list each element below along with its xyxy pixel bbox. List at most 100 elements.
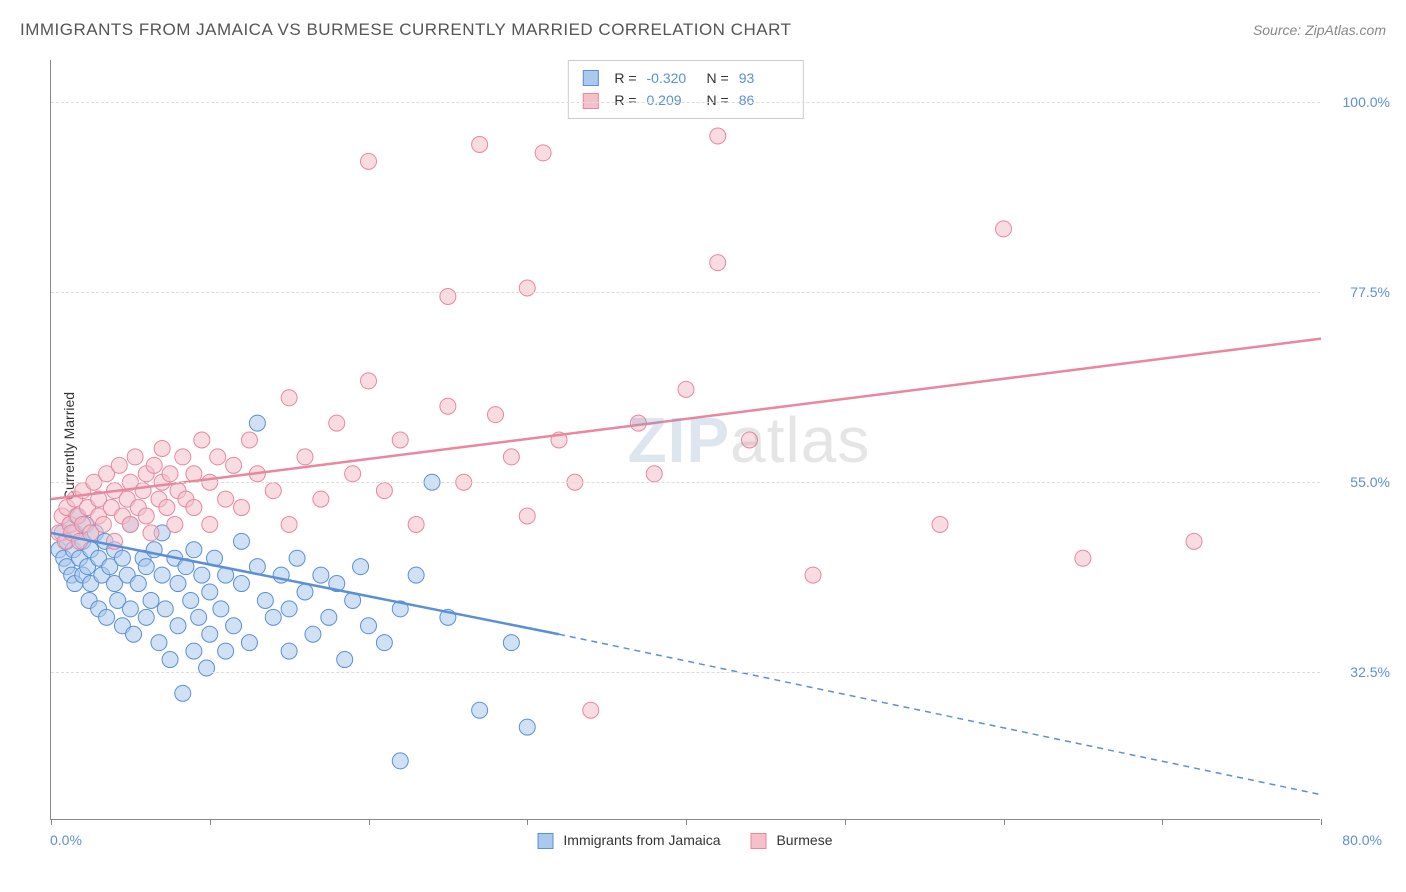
x-axis-row: 0.0% Immigrants from Jamaica Burmese 80.… bbox=[50, 832, 1320, 852]
scatter-point bbox=[297, 584, 313, 600]
scatter-point bbox=[408, 567, 424, 583]
scatter-point bbox=[111, 457, 127, 473]
scatter-point bbox=[194, 432, 210, 448]
scatter-point bbox=[114, 550, 130, 566]
x-tick bbox=[210, 819, 211, 825]
scatter-point bbox=[202, 516, 218, 532]
scatter-point bbox=[186, 643, 202, 659]
scatter-point bbox=[281, 516, 297, 532]
scatter-point bbox=[996, 221, 1012, 237]
scatter-point bbox=[472, 136, 488, 152]
scatter-point bbox=[146, 457, 162, 473]
y-tick-label: 55.0% bbox=[1350, 474, 1390, 490]
scatter-point bbox=[138, 559, 154, 575]
scatter-point bbox=[226, 618, 242, 634]
scatter-point bbox=[1075, 550, 1091, 566]
x-tick bbox=[527, 819, 528, 825]
scatter-point bbox=[151, 635, 167, 651]
x-tick bbox=[686, 819, 687, 825]
scatter-point bbox=[122, 601, 138, 617]
scatter-point bbox=[289, 550, 305, 566]
swatch-series1-bottom bbox=[538, 833, 554, 849]
scatter-point bbox=[186, 542, 202, 558]
scatter-point bbox=[710, 128, 726, 144]
scatter-point bbox=[583, 702, 599, 718]
scatter-point bbox=[345, 466, 361, 482]
scatter-point bbox=[126, 626, 142, 642]
scatter-point bbox=[138, 609, 154, 625]
scatter-point bbox=[154, 440, 170, 456]
scatter-point bbox=[305, 626, 321, 642]
scatter-point bbox=[805, 567, 821, 583]
scatter-point bbox=[297, 449, 313, 465]
scatter-point bbox=[321, 609, 337, 625]
scatter-point bbox=[127, 449, 143, 465]
x-tick bbox=[1162, 819, 1163, 825]
scatter-point bbox=[337, 652, 353, 668]
scatter-point bbox=[143, 525, 159, 541]
scatter-point bbox=[157, 601, 173, 617]
scatter-point bbox=[265, 483, 281, 499]
x-tick bbox=[1321, 819, 1322, 825]
y-tick-label: 77.5% bbox=[1350, 284, 1390, 300]
scatter-point bbox=[234, 576, 250, 592]
scatter-point bbox=[202, 626, 218, 642]
scatter-point bbox=[313, 491, 329, 507]
title-bar: IMMIGRANTS FROM JAMAICA VS BURMESE CURRE… bbox=[20, 20, 1386, 40]
scatter-point bbox=[678, 381, 694, 397]
scatter-point bbox=[218, 643, 234, 659]
scatter-point bbox=[170, 576, 186, 592]
scatter-point bbox=[202, 584, 218, 600]
x-legend-item-2: Burmese bbox=[751, 832, 833, 849]
trend-line bbox=[51, 339, 1321, 499]
chart-title: IMMIGRANTS FROM JAMAICA VS BURMESE CURRE… bbox=[20, 20, 791, 40]
swatch-series2 bbox=[582, 93, 598, 109]
scatter-point bbox=[167, 516, 183, 532]
gridline-h bbox=[51, 482, 1320, 483]
scatter-point bbox=[138, 508, 154, 524]
scatter-point bbox=[519, 508, 535, 524]
gridline-h bbox=[51, 672, 1320, 673]
scatter-point bbox=[488, 407, 504, 423]
scatter-point bbox=[175, 685, 191, 701]
y-tick-label: 100.0% bbox=[1343, 94, 1390, 110]
scatter-point bbox=[99, 609, 115, 625]
trend-line-dashed bbox=[559, 634, 1321, 794]
scatter-point bbox=[130, 576, 146, 592]
scatter-point bbox=[186, 500, 202, 516]
stats-legend-box: R = -0.320 N = 93 R = 0.209 N = 86 bbox=[567, 60, 803, 119]
scatter-point bbox=[218, 491, 234, 507]
scatter-point bbox=[376, 483, 392, 499]
source-attribution: Source: ZipAtlas.com bbox=[1253, 22, 1386, 38]
scatter-point bbox=[159, 500, 175, 516]
scatter-point bbox=[361, 153, 377, 169]
scatter-point bbox=[440, 288, 456, 304]
x-max-label: 80.0% bbox=[1342, 832, 1382, 848]
scatter-point bbox=[226, 457, 242, 473]
chart-plot-area: ZIPatlas R = -0.320 N = 93 R = 0.209 N =… bbox=[50, 60, 1320, 820]
scatter-plot-svg bbox=[51, 60, 1320, 819]
scatter-point bbox=[353, 559, 369, 575]
scatter-point bbox=[241, 432, 257, 448]
scatter-point bbox=[281, 390, 297, 406]
scatter-point bbox=[175, 449, 191, 465]
x-tick bbox=[845, 819, 846, 825]
scatter-point bbox=[535, 145, 551, 161]
scatter-point bbox=[122, 516, 138, 532]
swatch-series2-bottom bbox=[751, 833, 767, 849]
scatter-point bbox=[234, 533, 250, 549]
scatter-point bbox=[234, 500, 250, 516]
scatter-point bbox=[376, 635, 392, 651]
swatch-series1 bbox=[582, 70, 598, 86]
scatter-point bbox=[392, 753, 408, 769]
scatter-point bbox=[361, 373, 377, 389]
y-tick-label: 32.5% bbox=[1350, 664, 1390, 680]
scatter-point bbox=[281, 601, 297, 617]
scatter-point bbox=[646, 466, 662, 482]
x-tick bbox=[51, 819, 52, 825]
scatter-point bbox=[199, 660, 215, 676]
scatter-point bbox=[503, 635, 519, 651]
x-legend: Immigrants from Jamaica Burmese bbox=[538, 832, 833, 849]
x-tick bbox=[1004, 819, 1005, 825]
scatter-point bbox=[154, 567, 170, 583]
